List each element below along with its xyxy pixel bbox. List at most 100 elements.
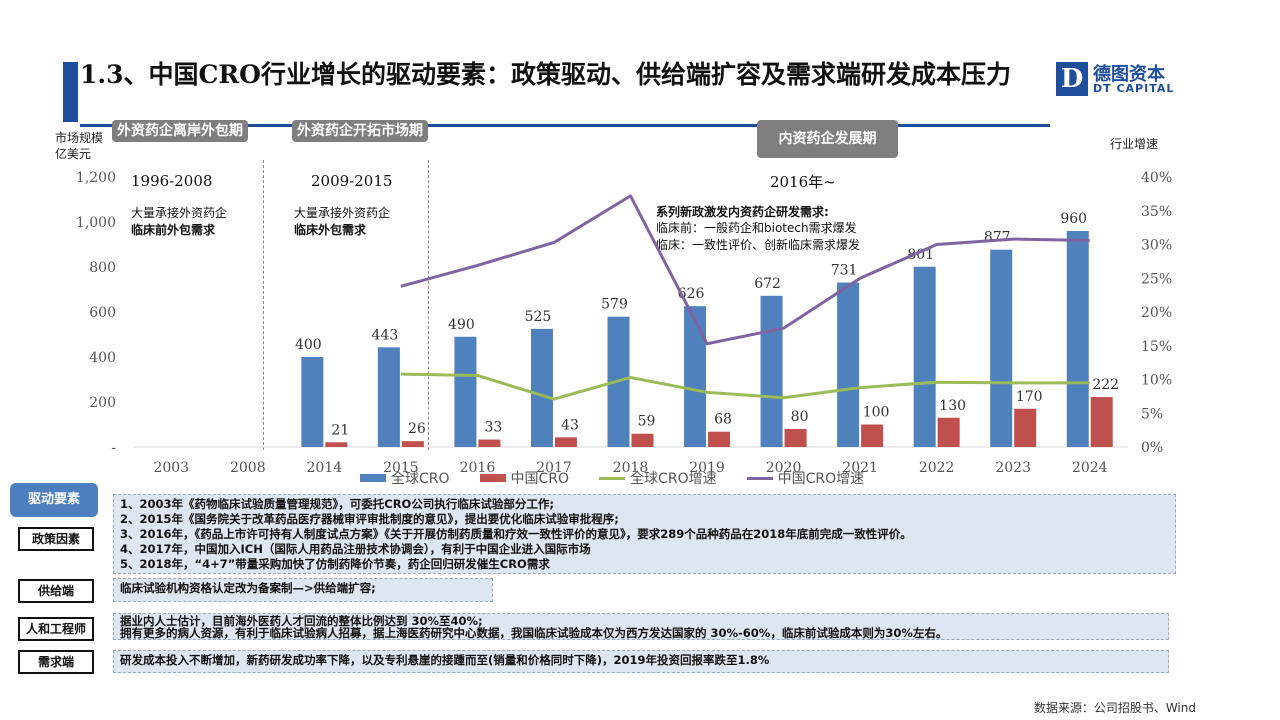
x-tick-label: 2022: [919, 460, 955, 476]
phase-note-3b: 临床前：一般药企和biotech需求爆发: [656, 221, 857, 235]
bar-label-global-cro: 400: [295, 337, 322, 353]
phase-label-3: 内资药企发展期: [757, 120, 898, 158]
legend-label-global: 全球CRO: [391, 471, 450, 487]
driver-label-policy: 政策因素: [18, 527, 94, 551]
bar-china-cro: [784, 429, 807, 447]
phase-note-3a: 系列新政激发内资药企研发需求:: [656, 205, 829, 219]
phase-years-1: 1996-2008: [131, 172, 213, 190]
bar-global-cro: [530, 328, 553, 447]
policy-line-5: 5、2018年，“4+7”带量采购加快了仿制药降价节奏，药企回归研发催生CRO需…: [120, 557, 550, 571]
bar-china-cro: [861, 424, 884, 447]
logo-mark: D: [1056, 62, 1088, 96]
x-tick-label: 2024: [1072, 460, 1108, 476]
bar-label-global-cro: 490: [448, 317, 475, 333]
y-left-tick-label: 200: [89, 395, 116, 411]
bar-label-china-cro: 68: [714, 412, 732, 428]
drivers-heading: 驱动要素: [10, 483, 98, 517]
legend-swatch-china: [479, 474, 506, 482]
bar-label-global-cro: 525: [525, 309, 552, 325]
policy-line-4: 4、2017年，中国加入ICH（国际人用药品注册技术协调会），有利于中国企业进入…: [120, 542, 591, 556]
supply-line-1: 临床试验机构资格认定改为备案制—>供给端扩容;: [120, 581, 376, 595]
x-tick-label: 2021: [842, 460, 878, 476]
y-left-tick-label: 400: [89, 350, 116, 366]
phase-note-3c: 临床：一致性评价、创新临床需求爆发: [656, 238, 861, 252]
left-axis-title-2: 亿美元: [55, 147, 92, 161]
bar-label-china-cro: 43: [561, 417, 579, 433]
policy-line-1: 1、2003年《药物临床试验质量管理规范》，可委托CRO公司执行临床试验部分工作…: [120, 497, 554, 511]
bar-global-cro: [301, 357, 324, 447]
bar-label-china-cro: 21: [331, 422, 349, 438]
policy-line-2: 2、2015年《国务院关于改革药品医疗器械审评审批制度的意见》，提出要优化临床试…: [120, 512, 619, 526]
y-right-tick-label: 15%: [1141, 339, 1172, 355]
bar-label-china-cro: 26: [408, 421, 426, 437]
y-left-tick-label: 1,200: [76, 170, 116, 186]
bar-label-china-cro: 170: [1016, 389, 1043, 405]
legend-swatch-china-growth: [746, 476, 773, 480]
bar-label-global-cro: 731: [831, 263, 858, 279]
bar-china-cro: [937, 417, 960, 447]
driver-box-demand: 研发成本投入不断增加，新药研发成功率下降，以及专利悬崖的接踵而至(销量和价格同时…: [113, 650, 1169, 673]
phase-note-1b: 临床前外包需求: [131, 223, 216, 237]
legend-global-growth: 全球CRO增速: [599, 468, 717, 488]
driver-label-demand: 需求端: [18, 650, 94, 674]
left-axis-title-1: 市场规模: [55, 131, 104, 145]
logo-cn-text: 德图资本: [1093, 64, 1165, 85]
bar-label-china-cro: 33: [485, 420, 503, 436]
x-tick-label: 2017: [536, 460, 572, 476]
y-left-tick-label: 800: [89, 260, 116, 276]
data-source: 数据来源：公司招股书、Wind: [1033, 701, 1196, 715]
driver-box-supply: 临床试验机构资格认定改为备案制—>供给端扩容;: [113, 578, 493, 602]
phase-label-2: 外资药企开拓市场期: [292, 120, 428, 142]
legend-swatch-global: [360, 474, 386, 482]
y-left-tick-label: -: [111, 440, 116, 456]
legend-china-growth: 中国CRO增速: [746, 468, 865, 488]
title-divider: [80, 124, 1050, 127]
phase-years-3: 2016年~: [770, 173, 836, 191]
y-right-tick-label: 0%: [1141, 440, 1163, 456]
y-right-tick-label: 35%: [1141, 204, 1172, 220]
x-tick-label: 2015: [383, 460, 419, 476]
bar-china-cro: [1014, 408, 1037, 447]
bar-global-cro: [990, 249, 1013, 447]
y-right-tick-label: 20%: [1141, 305, 1172, 321]
x-tick-label: 2008: [230, 460, 266, 476]
x-tick-label: 2020: [766, 460, 802, 476]
company-logo: D 德图资本 DT CAPITAL: [1056, 62, 1186, 96]
y-right-tick-label: 30%: [1141, 238, 1172, 254]
y-right-tick-label: 5%: [1141, 406, 1163, 422]
bar-china-cro: [554, 437, 577, 447]
bar-label-china-cro: 100: [863, 405, 890, 421]
demand-line-1: 研发成本投入不断增加，新药研发成功率下降，以及专利悬崖的接踵而至(销量和价格同时…: [120, 653, 770, 667]
bar-label-china-cro: 59: [638, 414, 656, 430]
page-title: 1.3、中国CRO行业增长的驱动要素：政策驱动、供给端扩容及需求端研发成本压力: [80, 60, 1011, 89]
legend-label-global-growth: 全球CRO增速: [630, 471, 717, 487]
phase-note-1a: 大量承接外资药企: [131, 206, 228, 220]
driver-box-policy: 1、2003年《药物临床试验质量管理规范》，可委托CRO公司执行临床试验部分工作…: [113, 494, 1176, 574]
bar-label-china-cro: 222: [1092, 377, 1119, 393]
x-tick-label: 2018: [613, 460, 649, 476]
phase-years-2: 2009-2015: [311, 172, 393, 190]
driver-box-talent: 据业内人士估计，目前海外医药人才回流的整体比例达到 30%至40%; 拥有更多的…: [113, 613, 1169, 640]
bar-global-cro: [760, 295, 783, 447]
x-tick-label: 2019: [689, 460, 725, 476]
market-chart: - 200 400 600 800 1,000 1,200 0% 5% 10% 15% 20% 25% 3…: [76, 170, 1172, 476]
bar-china-cro: [401, 441, 424, 447]
bar-label-global-cro: 960: [1060, 211, 1087, 227]
bar-china-cro: [1090, 397, 1113, 447]
driver-label-supply: 供给端: [18, 579, 94, 603]
driver-label-talent: 人和工程师: [18, 617, 94, 641]
legend-label-china-growth: 中国CRO增速: [777, 471, 865, 487]
bar-global-cro: [454, 336, 477, 447]
y-left-tick-label: 600: [89, 305, 116, 321]
y-left-tick-label: 1,000: [76, 215, 116, 231]
line-global-cro-growth: [400, 372, 1090, 401]
x-tick-label: 2016: [460, 460, 496, 476]
bar-china-cro: [478, 439, 501, 447]
bar-global-cro: [684, 306, 707, 447]
y-right-tick-label: 10%: [1141, 373, 1172, 389]
bar-label-global-cro: 579: [601, 297, 628, 313]
bar-china-cro: [325, 442, 348, 447]
phase-note-2a: 大量承接外资药企: [294, 206, 391, 220]
bar-label-china-cro: 80: [791, 409, 809, 425]
title-accent-bar: [63, 62, 78, 122]
